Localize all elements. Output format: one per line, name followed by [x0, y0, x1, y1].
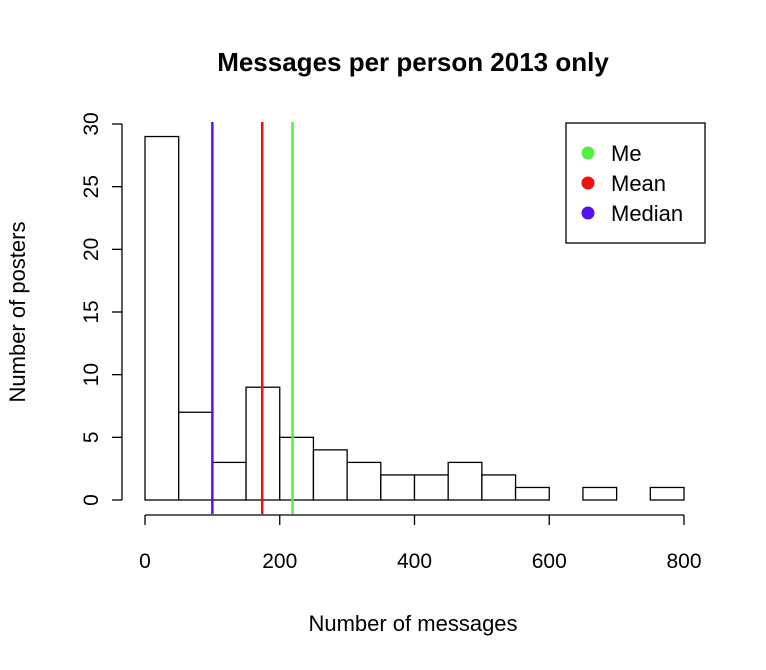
histogram-bar-9 — [447, 461, 483, 501]
y-tick-label-0: 0 — [80, 494, 103, 506]
x-tick-label-0: 0 — [139, 550, 151, 573]
y-axis-label: Number of posters — [5, 222, 30, 403]
histogram-bar-6 — [346, 461, 382, 501]
histogram-bar-7 — [380, 474, 416, 501]
y-tick-label-15: 15 — [80, 300, 103, 323]
histogram-bar-13 — [582, 486, 618, 501]
histogram-bar-8 — [413, 474, 449, 501]
x-axis: 0 200 400 600 800 — [139, 514, 702, 573]
histogram-bar-2 — [211, 461, 247, 501]
histogram-bar-0 — [144, 135, 180, 501]
histogram-bar-5 — [312, 449, 348, 501]
chart-title: Messages per person 2013 only — [217, 47, 609, 77]
y-tick-label-25: 25 — [80, 175, 103, 198]
x-tick-label-400: 400 — [397, 550, 432, 573]
x-axis-label: Number of messages — [308, 611, 517, 636]
legend-label-mean: Mean — [611, 171, 666, 196]
histogram-bar-4 — [279, 436, 315, 501]
reference-lines — [211, 122, 294, 514]
histogram-bar-11 — [514, 486, 550, 501]
histogram-bar-10 — [481, 474, 517, 501]
legend-marker-median — [581, 206, 595, 220]
y-tick-label-20: 20 — [80, 238, 103, 261]
x-tick-label-600: 600 — [532, 550, 567, 573]
y-tick-label-10: 10 — [80, 363, 103, 386]
legend-marker-mean — [581, 176, 595, 190]
histogram-bar-15 — [649, 486, 685, 501]
legend-marker-me — [581, 146, 595, 160]
histogram-bars — [144, 135, 685, 501]
legend-label-me: Me — [611, 141, 642, 166]
histogram-bar-1 — [178, 411, 214, 501]
y-tick-label-30: 30 — [80, 112, 103, 135]
x-tick-label-800: 800 — [666, 550, 701, 573]
y-axis: 0 5 10 15 20 25 30 — [80, 112, 123, 506]
legend-label-median: Median — [611, 201, 683, 226]
legend: Me Mean Median — [565, 122, 706, 244]
y-tick-label-5: 5 — [80, 431, 103, 443]
x-tick-label-200: 200 — [262, 550, 297, 573]
